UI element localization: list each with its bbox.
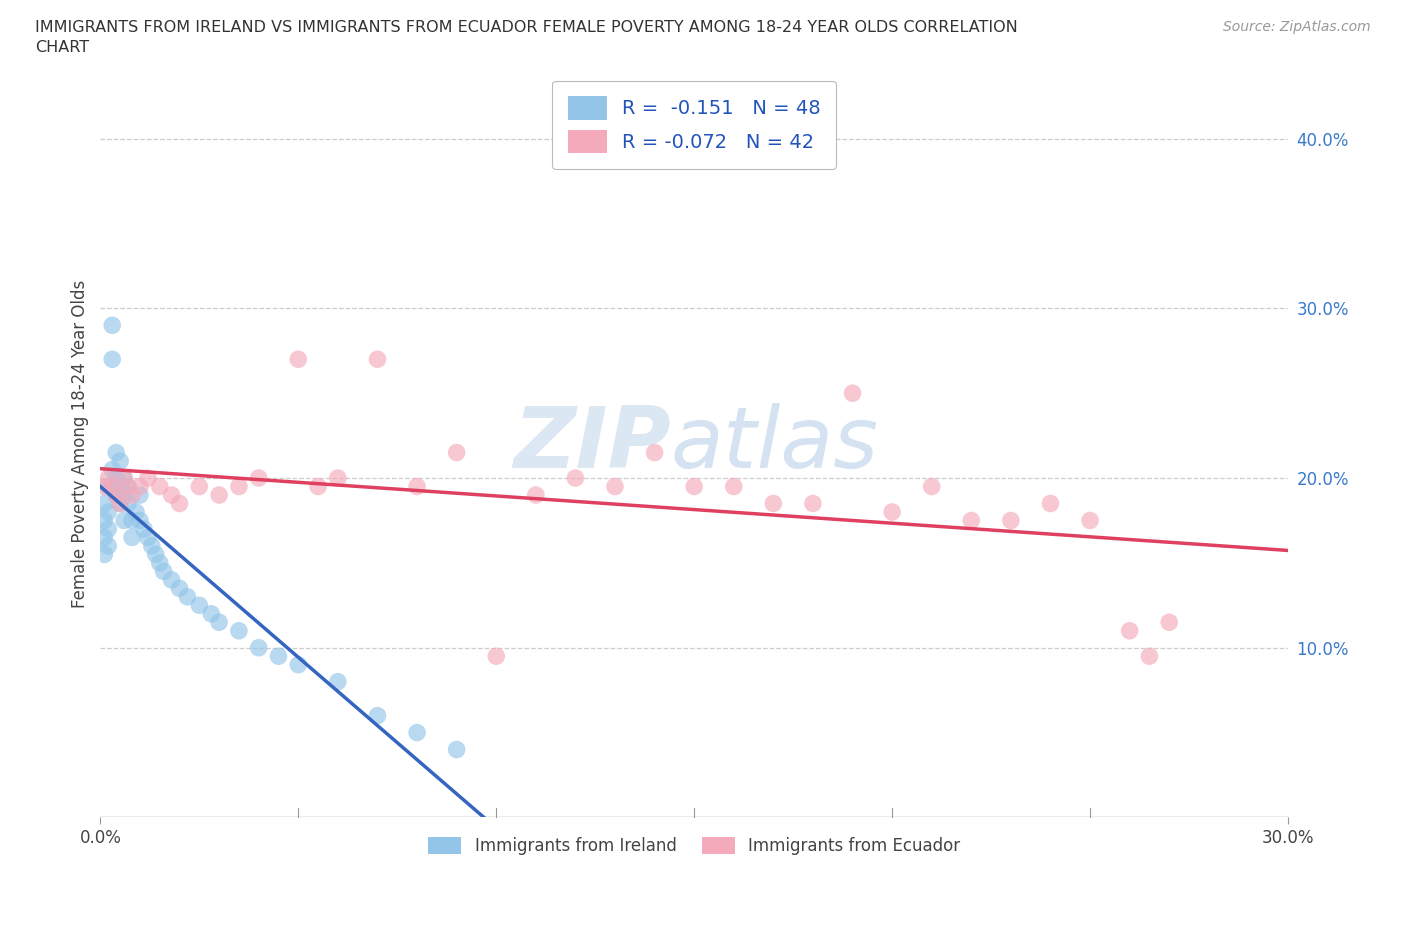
Point bbox=[101, 318, 124, 333]
Point bbox=[121, 487, 143, 502]
Point bbox=[723, 479, 745, 494]
Point bbox=[129, 487, 152, 502]
Point bbox=[188, 479, 211, 494]
Text: IMMIGRANTS FROM IRELAND VS IMMIGRANTS FROM ECUADOR FEMALE POVERTY AMONG 18-24 YE: IMMIGRANTS FROM IRELAND VS IMMIGRANTS FR… bbox=[35, 20, 1018, 35]
Point bbox=[366, 708, 388, 723]
Point bbox=[644, 445, 666, 460]
Point bbox=[208, 615, 231, 630]
Point bbox=[882, 505, 904, 520]
Point bbox=[307, 479, 329, 494]
Text: Source: ZipAtlas.com: Source: ZipAtlas.com bbox=[1223, 20, 1371, 34]
Point bbox=[108, 496, 131, 511]
Text: CHART: CHART bbox=[35, 40, 89, 55]
Point bbox=[406, 725, 429, 740]
Point bbox=[117, 479, 139, 494]
Point bbox=[93, 496, 115, 511]
Point bbox=[125, 505, 148, 520]
Point bbox=[1159, 615, 1181, 630]
Point bbox=[287, 658, 309, 672]
Point bbox=[1039, 496, 1062, 511]
Point bbox=[208, 487, 231, 502]
Point bbox=[446, 742, 468, 757]
Point bbox=[112, 471, 135, 485]
Point bbox=[101, 479, 124, 494]
Point bbox=[117, 496, 139, 511]
Point bbox=[108, 496, 131, 511]
Point bbox=[169, 581, 191, 596]
Point bbox=[188, 598, 211, 613]
Point bbox=[141, 538, 163, 553]
Point bbox=[603, 479, 626, 494]
Point bbox=[97, 479, 120, 494]
Point bbox=[406, 479, 429, 494]
Point bbox=[117, 479, 139, 494]
Text: ZIP: ZIP bbox=[513, 403, 671, 485]
Point bbox=[112, 513, 135, 528]
Point bbox=[247, 640, 270, 655]
Y-axis label: Female Poverty Among 18-24 Year Olds: Female Poverty Among 18-24 Year Olds bbox=[72, 280, 89, 608]
Legend: Immigrants from Ireland, Immigrants from Ecuador: Immigrants from Ireland, Immigrants from… bbox=[422, 830, 967, 861]
Point bbox=[247, 471, 270, 485]
Point bbox=[1139, 649, 1161, 664]
Point bbox=[524, 487, 547, 502]
Point bbox=[145, 547, 167, 562]
Point bbox=[683, 479, 706, 494]
Point bbox=[93, 547, 115, 562]
Point bbox=[176, 590, 198, 604]
Point bbox=[108, 454, 131, 469]
Point bbox=[136, 530, 159, 545]
Point bbox=[129, 479, 152, 494]
Point bbox=[446, 445, 468, 460]
Point bbox=[1078, 513, 1101, 528]
Point bbox=[132, 522, 155, 537]
Point bbox=[152, 564, 174, 578]
Point bbox=[105, 487, 128, 502]
Point bbox=[93, 479, 115, 494]
Point bbox=[121, 530, 143, 545]
Point bbox=[93, 513, 115, 528]
Point bbox=[326, 471, 349, 485]
Point bbox=[1000, 513, 1022, 528]
Point bbox=[801, 496, 824, 511]
Point bbox=[366, 352, 388, 366]
Point bbox=[287, 352, 309, 366]
Point bbox=[101, 352, 124, 366]
Point bbox=[228, 479, 250, 494]
Point bbox=[267, 649, 290, 664]
Point bbox=[97, 522, 120, 537]
Point bbox=[93, 530, 115, 545]
Point bbox=[136, 471, 159, 485]
Point bbox=[200, 606, 222, 621]
Point bbox=[485, 649, 508, 664]
Point bbox=[112, 487, 135, 502]
Point bbox=[105, 471, 128, 485]
Point bbox=[169, 496, 191, 511]
Point bbox=[101, 462, 124, 477]
Point bbox=[149, 555, 172, 570]
Point bbox=[97, 505, 120, 520]
Point bbox=[101, 479, 124, 494]
Point bbox=[326, 674, 349, 689]
Point bbox=[97, 538, 120, 553]
Point bbox=[841, 386, 863, 401]
Point bbox=[960, 513, 983, 528]
Point bbox=[149, 479, 172, 494]
Point bbox=[105, 445, 128, 460]
Point bbox=[108, 479, 131, 494]
Point bbox=[121, 513, 143, 528]
Point bbox=[160, 487, 183, 502]
Point bbox=[921, 479, 943, 494]
Point bbox=[228, 623, 250, 638]
Text: atlas: atlas bbox=[671, 403, 879, 485]
Point bbox=[129, 513, 152, 528]
Point bbox=[105, 487, 128, 502]
Point bbox=[1118, 623, 1140, 638]
Point bbox=[762, 496, 785, 511]
Point bbox=[112, 471, 135, 485]
Point bbox=[97, 471, 120, 485]
Point bbox=[160, 572, 183, 587]
Point bbox=[564, 471, 586, 485]
